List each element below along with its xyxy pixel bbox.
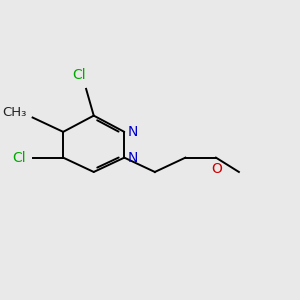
Text: N: N	[127, 151, 137, 165]
Text: O: O	[212, 162, 222, 176]
Text: Cl: Cl	[73, 68, 86, 82]
Text: N: N	[127, 125, 137, 139]
Text: CH₃: CH₃	[2, 106, 27, 119]
Text: Cl: Cl	[12, 151, 26, 165]
